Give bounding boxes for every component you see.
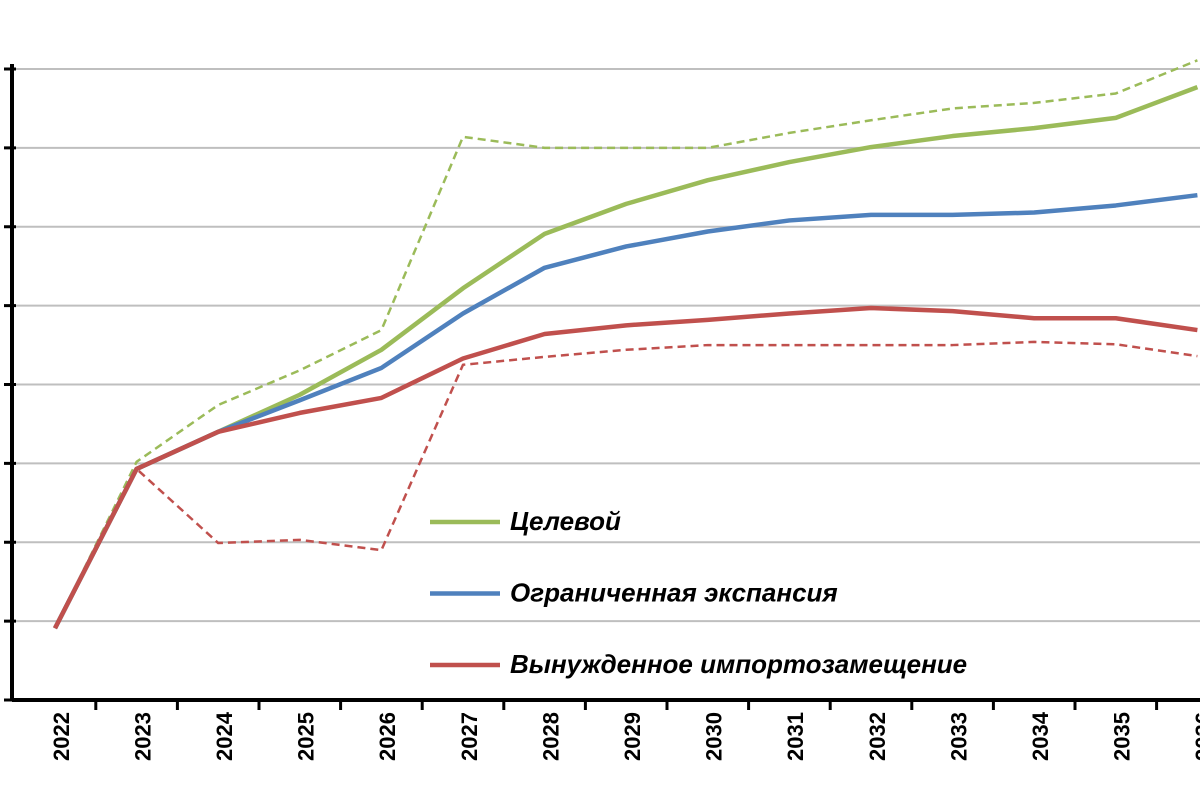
grid: [12, 68, 1200, 701]
x-tick-label: 2030: [702, 712, 727, 761]
plot-area: [52, 59, 1199, 630]
x-tick-label: 2033: [946, 712, 971, 761]
series-line: [52, 192, 1198, 630]
x-tick-label: 2026: [375, 712, 400, 761]
x-tick-label: 2023: [130, 712, 155, 761]
axes: 2022 2023 2024 2025 2026 2027 2028 2029 2030 2031…: [4, 64, 1200, 761]
x-tick-label: 2034: [1028, 711, 1053, 761]
series-line: [52, 85, 1199, 630]
x-tick-label: 2029: [620, 712, 645, 761]
series-line: [52, 305, 1198, 630]
x-tick-label: 2028: [538, 712, 563, 761]
x-tick-label: 2025: [294, 712, 319, 761]
legend-label: Вынужденное импортозамещение: [510, 649, 967, 679]
x-tick-label: 2024: [212, 711, 237, 761]
legend: Целевой Ограниченная экспансия Вынужденное…: [430, 506, 967, 679]
x-tick-label: 2031: [783, 712, 808, 761]
x-tick-label: 2036: [1191, 712, 1200, 761]
x-tick-label: 2027: [457, 712, 482, 761]
x-tick-label: 2035: [1110, 712, 1135, 761]
series-line: [53, 340, 1198, 629]
x-tick-label: 2022: [49, 712, 74, 761]
legend-label: Ограниченная экспансия: [510, 577, 838, 607]
x-tick-label: 2032: [865, 712, 890, 761]
legend-label: Целевой: [510, 506, 621, 536]
series-line: [53, 59, 1198, 629]
